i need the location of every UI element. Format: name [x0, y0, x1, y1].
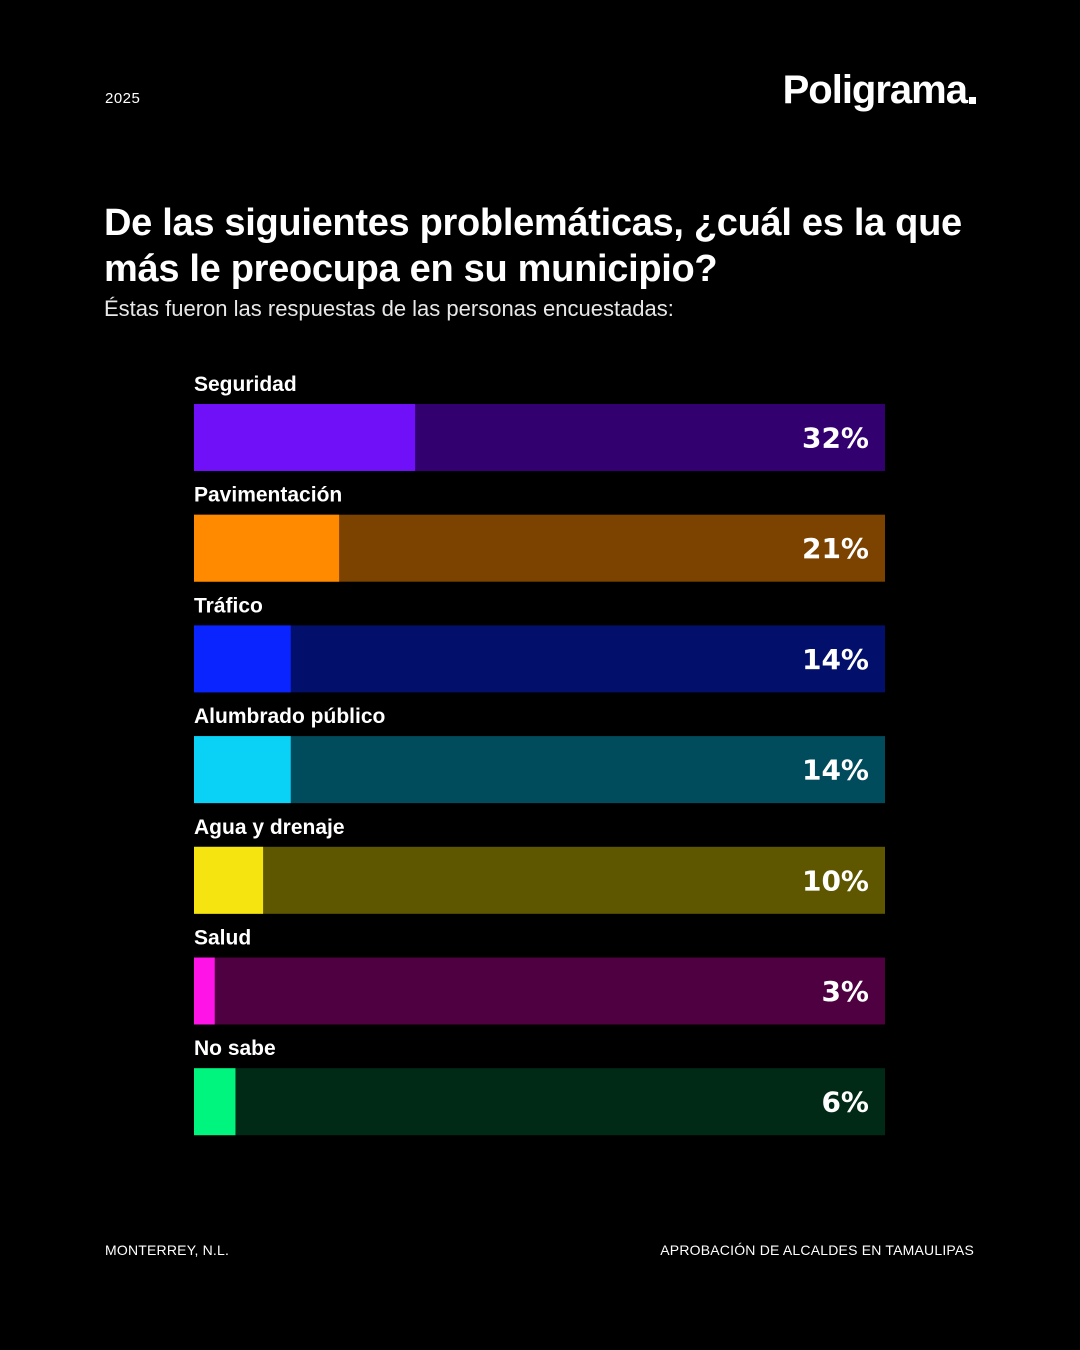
footer-report-title: APROBACIÓN DE ALCALDES EN TAMAULIPAS — [660, 1242, 974, 1258]
brand-dot-icon — [969, 97, 976, 104]
brand-logo: Poligrama — [783, 68, 976, 113]
chart-subtitle: Éstas fueron las respuestas de las perso… — [104, 296, 674, 321]
footer-location: MONTERREY, N.L. — [105, 1242, 230, 1258]
bar — [194, 846, 264, 914]
bar — [194, 625, 291, 693]
bar — [194, 957, 215, 1025]
chart-title: De las siguientes problemáticas, ¿cuál e… — [104, 202, 962, 290]
bar — [194, 736, 291, 804]
bar-track — [194, 957, 885, 1025]
category-label: Seguridad — [194, 373, 297, 396]
category-label: Agua y drenaje — [194, 816, 345, 839]
value-label: 14% — [802, 643, 869, 676]
category-label: No sabe — [194, 1037, 276, 1060]
value-label: 6% — [821, 1086, 869, 1119]
value-label: 32% — [802, 422, 869, 455]
value-label: 14% — [802, 754, 869, 787]
year-label: 2025 — [105, 90, 141, 107]
bar-track — [194, 625, 885, 693]
bar — [194, 404, 416, 471]
value-label: 21% — [802, 532, 869, 565]
category-label: Pavimentación — [194, 484, 342, 507]
category-label: Tráfico — [194, 594, 263, 617]
bar — [194, 1068, 236, 1136]
bar-track — [194, 1068, 885, 1136]
bar — [194, 514, 340, 582]
brand-name: Poligrama — [782, 68, 968, 112]
category-label: Alumbrado público — [194, 705, 385, 728]
value-label: 3% — [821, 975, 869, 1008]
bar-track — [194, 736, 885, 804]
category-label: Salud — [194, 927, 251, 950]
value-label: 10% — [802, 864, 869, 897]
bar-track — [194, 846, 885, 914]
